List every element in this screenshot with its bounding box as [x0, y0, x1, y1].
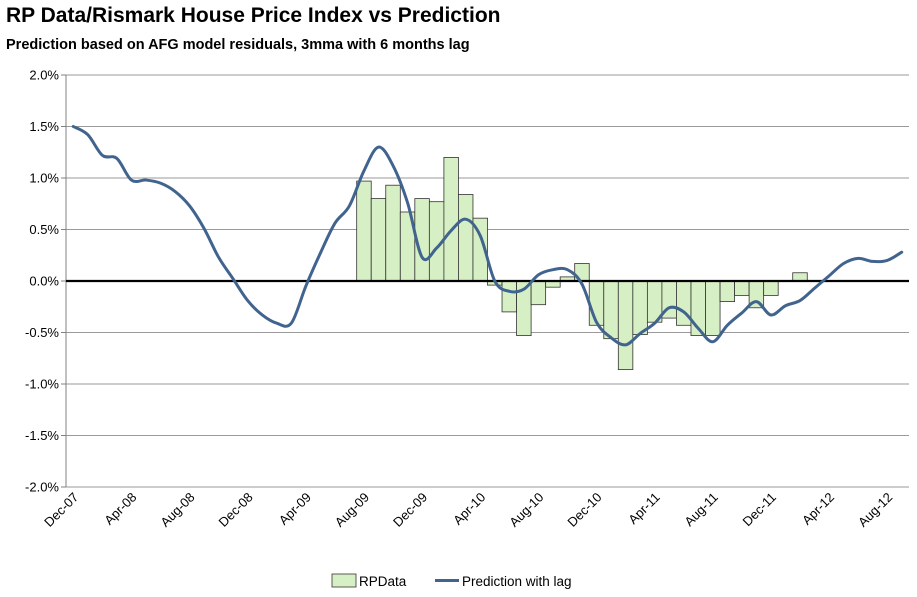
- x-tick-label: Dec-11: [739, 490, 779, 530]
- prediction-line-layer: [71, 125, 904, 347]
- x-tick-label: Dec-07: [41, 490, 81, 530]
- prediction-line: [71, 125, 904, 347]
- legend-rpdata-swatch: [331, 573, 357, 588]
- chart-title: RP Data/Rismark House Price Index vs Pre…: [6, 4, 501, 27]
- x-tick-label: Aug-12: [855, 490, 895, 530]
- y-tick-label: 0.5%: [29, 222, 59, 237]
- rpdata-bar: [385, 184, 401, 282]
- y-tick-label: 1.0%: [29, 171, 59, 186]
- rpdata-bar: [705, 280, 721, 336]
- y-tick-label: 2.0%: [29, 68, 59, 83]
- legend-prediction-label: Prediction with lag: [462, 574, 572, 589]
- rpdata-bar: [356, 180, 372, 282]
- axes: [61, 74, 909, 488]
- rpdata-bar: [370, 198, 387, 282]
- x-tick-label: Dec-09: [390, 490, 430, 530]
- rpdata-bars: [356, 156, 808, 370]
- y-tick-label: -2.0%: [25, 480, 59, 495]
- rpdata-bar: [632, 280, 648, 335]
- legend-rpdata-label: RPData: [359, 574, 407, 589]
- y-tick-label: -1.5%: [25, 428, 59, 443]
- gridlines: [66, 74, 909, 488]
- rpdata-bar: [763, 280, 779, 296]
- x-tick-label: Apr-11: [625, 490, 663, 528]
- x-tick-label: Dec-08: [216, 490, 256, 530]
- x-tick-label: Aug-11: [681, 490, 721, 530]
- rpdata-bar: [734, 280, 750, 296]
- x-tick-label: Dec-10: [564, 490, 604, 530]
- rpdata-bar: [603, 280, 619, 340]
- y-tick-label: 1.5%: [29, 119, 59, 134]
- x-tick-label: Aug-10: [506, 490, 546, 530]
- x-tick-label: Apr-12: [799, 490, 837, 528]
- y-axis-labels: 2.0% 1.5% 1.0% 0.5% 0.0% -0.5% -1.0% -1.5% -2.0%: [25, 68, 59, 495]
- x-tick-label: Apr-09: [276, 490, 314, 528]
- rpdata-bar: [530, 280, 547, 306]
- legend: RPData Prediction with lag: [331, 573, 572, 589]
- chart-subtitle: Prediction based on AFG model residuals,…: [6, 37, 470, 53]
- y-tick-label: -1.0%: [25, 377, 59, 392]
- x-tick-label: Apr-10: [450, 490, 488, 528]
- rpdata-bar: [588, 280, 605, 326]
- y-tick-label: -0.5%: [25, 325, 59, 340]
- x-axis-labels: Dec-07 Apr-08 Aug-08 Dec-08 Apr-09 Aug-09 Dec-…: [41, 490, 895, 530]
- y-tick-label: 0.0%: [29, 274, 59, 289]
- rpdata-bar: [792, 272, 808, 282]
- x-tick-label: Aug-09: [332, 490, 372, 530]
- rpdata-bar: [458, 194, 474, 282]
- x-tick-label: Aug-08: [157, 490, 197, 530]
- rpdata-bar: [719, 280, 735, 303]
- rpdata-bar: [617, 280, 634, 370]
- rpdata-bar: [501, 280, 517, 313]
- x-tick-label: Apr-08: [101, 490, 139, 528]
- rpdata-bar: [443, 156, 459, 282]
